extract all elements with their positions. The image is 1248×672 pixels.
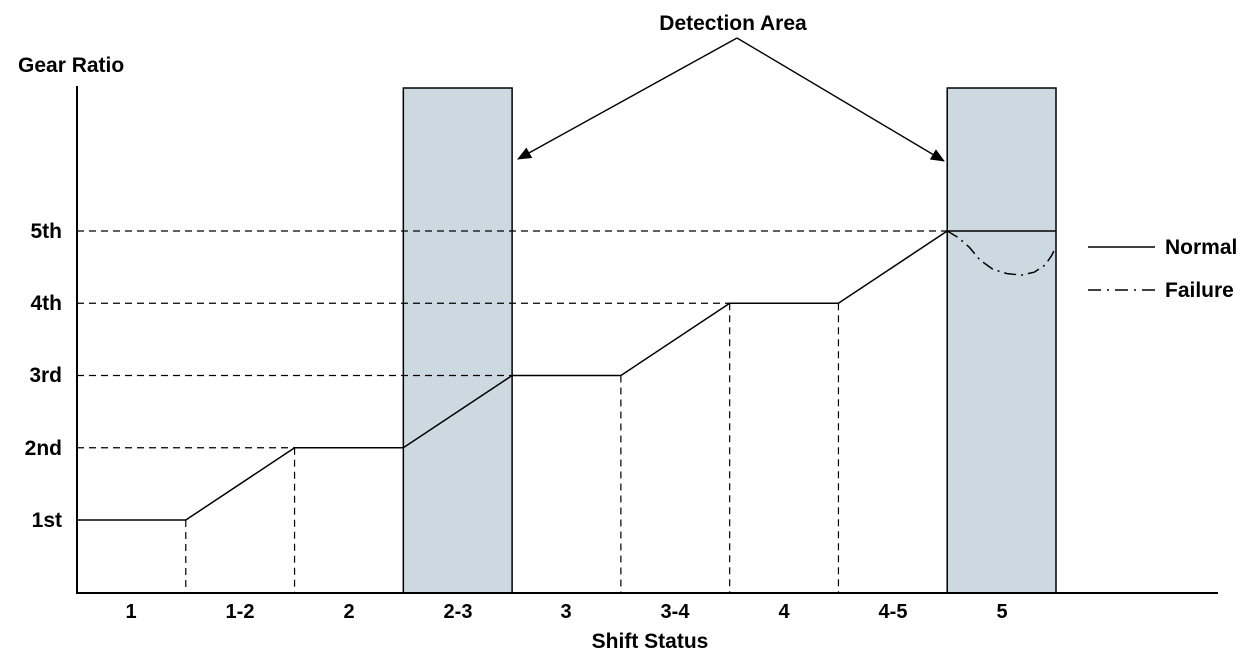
legend-failure-label: Failure: [1165, 279, 1234, 302]
y-axis-title: Gear Ratio: [18, 54, 124, 77]
x-tick-3-4: 3-4: [661, 601, 691, 623]
y-tick-2nd: 2nd: [25, 437, 62, 460]
x-tick-2-3: 2-3: [444, 601, 473, 623]
legend: Normal Failure: [1088, 236, 1237, 302]
annotation-arrows: [517, 37, 945, 162]
x-tick-4: 4: [778, 601, 790, 623]
detection-area-title: Detection Area: [659, 12, 807, 35]
gridlines: [77, 230, 948, 593]
detection-arrow-left: [517, 37, 738, 160]
legend-normal-label: Normal: [1165, 236, 1237, 259]
y-tick-5th: 5th: [31, 220, 63, 243]
detection-band-5: [946, 87, 1057, 594]
axis-lines: [76, 86, 1218, 594]
x-tick-5: 5: [996, 601, 1007, 623]
series-line-failure: [946, 230, 1057, 276]
detection-band-2-3: [402, 87, 513, 594]
detection-arrow-right: [736, 37, 945, 162]
x-tick-3: 3: [560, 601, 571, 623]
y-tick-3rd: 3rd: [29, 364, 62, 387]
data-series: [77, 230, 1057, 521]
y-tick-4th: 4th: [31, 292, 63, 315]
x-tick-1-2: 1-2: [226, 601, 255, 623]
axes: [76, 86, 1218, 594]
x-tick-4-5: 4-5: [879, 601, 908, 623]
series-line-normal: [77, 230, 1056, 521]
detection-bands: [402, 87, 1057, 594]
y-tick-1st: 1st: [32, 509, 62, 532]
x-tick-1: 1: [125, 601, 136, 623]
x-axis-title: Shift Status: [592, 630, 709, 653]
x-tick-2: 2: [343, 601, 354, 623]
